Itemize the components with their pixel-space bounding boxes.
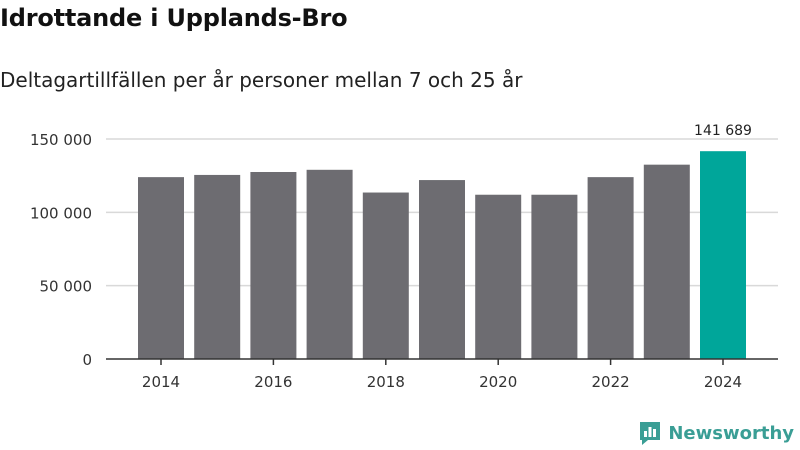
x-tick-label: 2018	[367, 373, 405, 391]
x-tick-label: 2020	[479, 373, 517, 391]
y-tick-label: 50 000	[40, 278, 93, 296]
newsworthy-logo-icon	[640, 422, 661, 445]
data-label: 141 689	[694, 123, 752, 139]
bar-2024	[700, 151, 746, 359]
x-tick-label: 2024	[704, 373, 742, 391]
y-tick-label: 150 000	[30, 131, 92, 149]
bar-2018	[362, 192, 409, 359]
x-tick-label: 2014	[142, 373, 180, 391]
brand-logo: Newsworthy	[638, 420, 794, 446]
brand-name: Newsworthy	[668, 422, 794, 444]
chart-title: Idrottande i Upplands-Bro	[0, 4, 348, 32]
bar-2016	[250, 172, 297, 359]
bar-2022	[587, 177, 634, 359]
bar-2019	[419, 180, 465, 359]
bar-2017	[306, 169, 353, 359]
y-tick-label: 0	[82, 351, 92, 369]
bar-2020	[475, 194, 522, 359]
y-tick-label: 100 000	[30, 204, 92, 222]
bar-2014	[138, 177, 184, 359]
bar-2023	[643, 164, 690, 359]
chart-subtitle: Deltagartillfällen per år personer mella…	[0, 68, 523, 92]
x-tick-label: 2016	[254, 373, 292, 391]
bar-2015	[194, 174, 241, 359]
x-tick-label: 2022	[592, 373, 630, 391]
bar-2021	[531, 194, 578, 359]
